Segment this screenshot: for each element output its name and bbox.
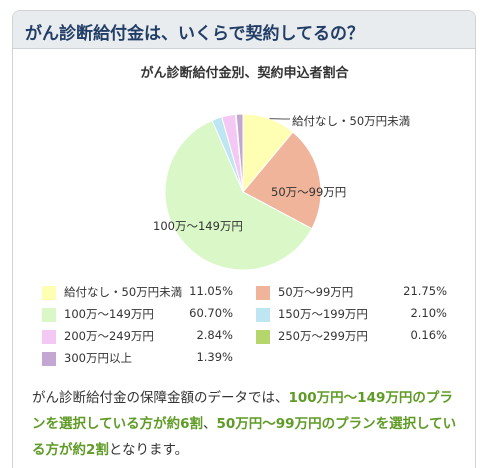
legend-swatch	[42, 286, 56, 300]
legend-label: 給付なし・50万円未満	[64, 285, 183, 299]
pie-label-3: 100万～149万円	[153, 219, 243, 233]
legend-value: 2.84%	[196, 328, 233, 342]
chart-legend: 給付なし・50万円未満 11.05% 50万～99万円 21.75% 100万～149万…	[0, 0, 489, 366]
note-text-3: となります。	[108, 442, 189, 458]
note-text-2: 、	[203, 416, 217, 432]
legend-item-3: 100万～149万円 60.70%	[42, 306, 233, 324]
legend-swatch	[256, 308, 270, 322]
legend-value: 21.75%	[403, 284, 447, 298]
legend-label: 250万～299万円	[278, 329, 368, 343]
legend-swatch	[256, 286, 270, 300]
legend-label: 300万円以上	[64, 351, 132, 365]
legend-swatch	[42, 308, 56, 322]
legend-item-6: 250万～299万円 0.16%	[256, 328, 447, 346]
pie-slice-3	[164, 119, 313, 271]
pie-label-2: 50万～99万円	[271, 185, 346, 199]
legend-swatch	[42, 352, 56, 366]
legend-label: 100万～149万円	[64, 307, 154, 321]
legend-label: 200万～249万円	[64, 329, 154, 343]
note-text-1: がん診断給付金の保障金額のデータでは、	[32, 390, 289, 406]
card-title: がん診断給付金は、いくらで契約してるの？	[25, 24, 364, 44]
pie-label-1: 給付なし・50万円未満	[292, 114, 410, 128]
legend-label: 150万～199万円	[278, 307, 368, 321]
legend-label: 50万～99万円	[278, 285, 354, 299]
note-highlight-2: 50万円～99万円のプランを選択している方が約2割	[32, 416, 457, 458]
pie-slice-2	[242, 131, 322, 230]
legend-value: 0.16%	[410, 328, 447, 342]
pie-chart: 給付なし・50万円未満 50万～99万円 100万～149万円	[153, 113, 410, 271]
legend-value: 11.05%	[189, 284, 233, 298]
info-card: がん診断給付金は、いくらで契約してるの？	[12, 10, 476, 468]
summary-note: がん診断給付金の保障金額のデータでは、100万円～149万円のプランを選択してい…	[32, 385, 462, 463]
legend-item-5: 200万～249万円 2.84%	[42, 328, 233, 346]
legend-item-2: 50万～99万円 21.75%	[256, 284, 447, 302]
note-highlight-1: 100万円～149万円のプランを選択している方が約6割	[32, 390, 453, 432]
chart-title: がん診断給付金別、契約申込者割合	[140, 66, 349, 81]
card-header: がん診断給付金は、いくらで契約してるの？	[13, 11, 475, 49]
legend-swatch	[42, 330, 56, 344]
legend-value: 1.39%	[196, 350, 233, 364]
legend-item-7: 300万円以上 1.39%	[42, 350, 233, 368]
legend-value: 2.10%	[410, 306, 447, 320]
legend-value: 60.70%	[189, 306, 233, 320]
legend-item-1: 給付なし・50万円未満 11.05%	[42, 284, 233, 302]
legend-swatch	[256, 330, 270, 344]
pie-slice-7	[235, 113, 244, 193]
legend-item-4: 150万～199万円 2.10%	[256, 306, 447, 324]
